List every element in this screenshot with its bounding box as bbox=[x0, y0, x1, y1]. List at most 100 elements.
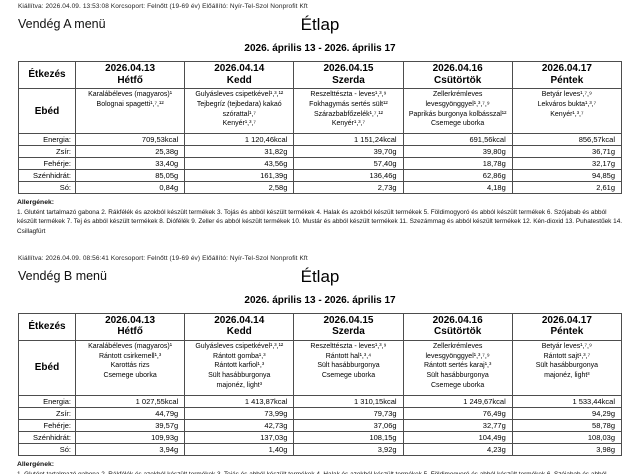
meal-item: Gulyásleves csipetkével¹,³,¹² bbox=[195, 342, 284, 350]
meal-item: Csemege uborka bbox=[103, 372, 157, 380]
meal-cell: Reszelttészta - leves¹,³,⁹ Fokhagymás ser… bbox=[293, 87, 404, 135]
meal-row-label: Ebéd bbox=[18, 87, 76, 135]
nutrition-rows: Energia: 1 027,55kcal 1 413,87kcal 1 310,15… bbox=[18, 394, 623, 456]
nutrition-value: 36,71g bbox=[511, 145, 623, 159]
nutrition-value: 856,57kcal bbox=[511, 133, 623, 147]
nutrition-value: 4,18g bbox=[402, 181, 513, 195]
nutrition-row: Só: 3,94g 1,40g 3,92g 4,23g 3,98g bbox=[18, 442, 623, 456]
nutrition-value: 58,78g bbox=[511, 418, 623, 432]
nutrition-row: Energia: 709,53kcal 1 120,46kcal 1 151,24kc… bbox=[18, 133, 623, 147]
meal-item: Csemege uborka bbox=[431, 382, 485, 390]
nutrition-row: Szénhidrát: 109,93g 137,03g 108,15g 104,49g 1… bbox=[18, 430, 623, 444]
meal-item: Reszelttészta - leves¹,³,⁹ bbox=[310, 342, 387, 350]
nutrition-value: 79,73g bbox=[293, 406, 404, 420]
nutrition-value: 37,06g bbox=[293, 418, 404, 432]
day-column-header: 2026.04.16 Csütörtök bbox=[402, 312, 513, 341]
meal-item: Sült hasábburgonya bbox=[208, 372, 271, 380]
table-header-row: Étkezés 2026.04.13 Hétfő 2026.04.14 Kedd 202… bbox=[18, 312, 623, 341]
day-column-header: 2026.04.17 Péntek bbox=[511, 312, 623, 341]
nutrition-value: 1,40g bbox=[184, 442, 295, 456]
meal-item: Kenyér¹,³,⁷ bbox=[550, 110, 584, 118]
meal-cell: Reszelttészta - leves¹,³,⁹ Rántott hal¹,³… bbox=[293, 339, 404, 396]
meal-item: Rántott sertés karaj¹,³ bbox=[424, 362, 492, 370]
menu-name: Vendég A menü bbox=[18, 17, 106, 31]
meal-cell: Zellerkrémleves levesgyönggyel¹,³,⁷,⁹ Pap… bbox=[402, 87, 513, 135]
nutrition-label: Só: bbox=[18, 442, 76, 456]
day-column-header: 2026.04.15 Szerda bbox=[293, 61, 404, 89]
nutrition-row: Fehérje: 33,40g 43,56g 57,40g 18,78g 32,17g bbox=[18, 157, 623, 171]
nutrition-label: Só: bbox=[18, 181, 76, 195]
meal-item: Rántott sajt¹,³,⁷ bbox=[543, 352, 591, 360]
nutrition-value: 1 533,44kcal bbox=[511, 394, 623, 408]
nutrition-label: Energia: bbox=[18, 394, 76, 408]
meal-row-label: Ebéd bbox=[18, 339, 76, 396]
meal-item: Kenyér¹,³,⁷ bbox=[331, 120, 366, 128]
meal-item: Tejbegríz (tejbedara) kakaó szórattal¹,⁷ bbox=[196, 100, 282, 118]
meal-item: Csemege uborka bbox=[321, 372, 376, 380]
nutrition-value: 1 151,24kcal bbox=[293, 133, 404, 147]
nutrition-row: Energia: 1 027,55kcal 1 413,87kcal 1 310,15… bbox=[18, 394, 623, 408]
meal-column-header: Étkezés bbox=[18, 61, 76, 89]
nutrition-value: 2,73g bbox=[293, 181, 404, 195]
day-column-header: 2026.04.17 Péntek bbox=[511, 61, 623, 89]
nutrition-value: 33,40g bbox=[74, 157, 186, 171]
meal-row: Ebéd Karalábéleves (magyaros)¹ Bolognai s… bbox=[18, 87, 623, 135]
meal-item: Fokhagymás sertés sült¹² bbox=[309, 100, 388, 108]
allergens-block: Allergének: 1. Glutént tartalmazó gabona… bbox=[17, 198, 623, 236]
day-column-header: 2026.04.16 Csütörtök bbox=[402, 61, 513, 89]
nutrition-value: 62,86g bbox=[402, 169, 513, 183]
nutrition-value: 709,53kcal bbox=[74, 133, 186, 147]
meal-item: majonéz, light³ bbox=[544, 372, 590, 380]
allergens-block: Allergének: 1. Glutént tartalmazó gabona… bbox=[17, 460, 623, 474]
nutrition-value: 43,56g bbox=[184, 157, 295, 171]
menu-table: Étkezés 2026.04.13 Hétfő 2026.04.14 Kedd 202… bbox=[18, 312, 623, 456]
nutrition-row: Zsír: 25,38g 31,82g 39,70g 39,80g 36,71g bbox=[18, 145, 623, 159]
nutrition-value: 25,38g bbox=[74, 145, 186, 159]
nutrition-value: 39,57g bbox=[74, 418, 186, 432]
meal-row: Ebéd Karalábéleves (magyaros)¹ Rántott cs… bbox=[18, 339, 623, 396]
nutrition-value: 94,85g bbox=[511, 169, 623, 183]
nutrition-label: Szénhidrát: bbox=[18, 169, 76, 183]
nutrition-value: 1 413,87kcal bbox=[184, 394, 295, 408]
nutrition-value: 73,99g bbox=[184, 406, 295, 420]
nutrition-value: 2,58g bbox=[184, 181, 295, 195]
meal-cell: Gulyásleves csipetkével¹,³,¹² Tejbegríz (… bbox=[184, 87, 295, 135]
nutrition-label: Zsír: bbox=[18, 406, 76, 420]
nutrition-row: Szénhidrát: 85,05g 161,39g 136,46g 62,86g 94,… bbox=[18, 169, 623, 183]
meal-column-header: Étkezés bbox=[18, 312, 76, 341]
meal-item: Paprikás burgonya kolbásszal¹² bbox=[408, 110, 507, 118]
nutrition-value: 1 310,15kcal bbox=[293, 394, 404, 408]
nutrition-value: 109,93g bbox=[74, 430, 186, 444]
nutrition-value: 1 249,67kcal bbox=[402, 394, 513, 408]
day-column-header: 2026.04.13 Hétfő bbox=[74, 312, 186, 341]
meal-item: Lekváros bukta¹,³,⁷ bbox=[537, 100, 597, 108]
meal-item: Rántott gomba¹,³ bbox=[213, 352, 266, 360]
meal-item: Sült hasábburgonya bbox=[535, 362, 599, 370]
nutrition-value: 76,49g bbox=[402, 406, 513, 420]
page-title: Étlap bbox=[300, 266, 340, 286]
meal-item: Rántott karfiol¹,³ bbox=[214, 362, 265, 370]
allergens-text: 1. Glutént tartalmazó gabona 2. Rákfélék… bbox=[17, 209, 623, 235]
nutrition-label: Fehérje: bbox=[18, 418, 76, 432]
nutrition-value: 4,23g bbox=[402, 442, 513, 456]
meal-item: Zellerkrémleves levesgyönggyel¹,³,⁷,⁹ bbox=[425, 342, 490, 360]
table-header-row: Étkezés 2026.04.13 Hétfő 2026.04.14 Kedd 202… bbox=[18, 61, 623, 89]
nutrition-value: 44,79g bbox=[74, 406, 186, 420]
nutrition-label: Zsír: bbox=[18, 145, 76, 159]
nutrition-label: Fehérje: bbox=[18, 157, 76, 171]
meal-item: Kenyér¹,³,⁷ bbox=[222, 120, 256, 128]
nutrition-value: 39,80g bbox=[402, 145, 513, 159]
nutrition-row: Só: 0,84g 2,58g 2,73g 4,18g 2,61g bbox=[18, 181, 623, 195]
menu-section-a: Kiállítva: 2026.04.09. 13:53:08 Korcsopo… bbox=[0, 0, 640, 236]
meal-cell: Betyár leves¹,⁷,⁹ Lekváros bukta¹,³,⁷ Keny… bbox=[511, 87, 623, 135]
nutrition-value: 3,94g bbox=[74, 442, 186, 456]
meal-item: Karottás rizs bbox=[110, 362, 150, 370]
nutrition-value: 104,49g bbox=[402, 430, 513, 444]
meal-cell: Zellerkrémleves levesgyönggyel¹,³,⁷,⁹ Rán… bbox=[402, 339, 513, 396]
nutrition-value: 108,03g bbox=[511, 430, 623, 444]
nutrition-value: 94,29g bbox=[511, 406, 623, 420]
allergens-heading: Allergének: bbox=[17, 460, 55, 468]
title-row: Vendég B menü Étlap bbox=[0, 266, 640, 288]
meal-cell: Betyár leves¹,⁷,⁹ Rántott sajt¹,³,⁷ Sült h… bbox=[511, 339, 623, 396]
nutrition-row: Zsír: 44,79g 73,99g 79,73g 76,49g 94,29g bbox=[18, 406, 623, 420]
